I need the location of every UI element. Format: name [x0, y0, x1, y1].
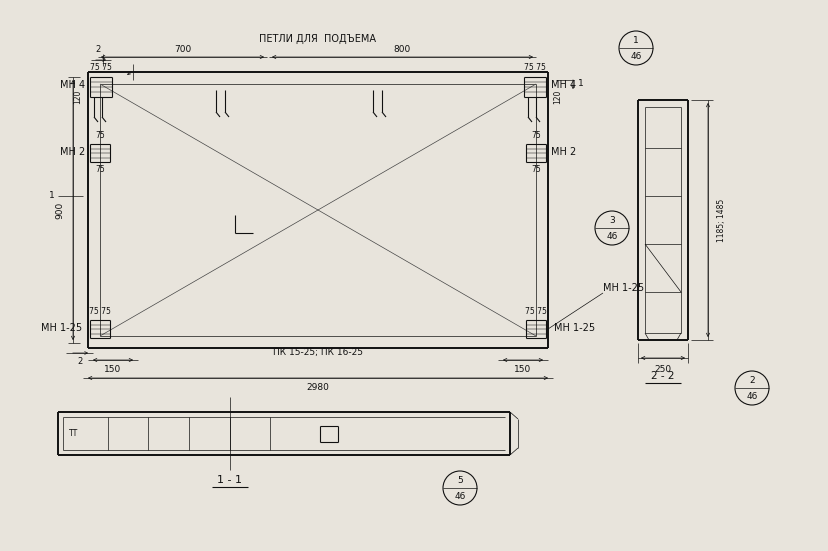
Text: 75: 75: [95, 165, 105, 175]
Text: 2: 2: [77, 358, 83, 366]
Text: МН 1-25: МН 1-25: [41, 323, 82, 333]
Text: 150: 150: [104, 365, 122, 374]
Text: ТТ: ТТ: [70, 429, 79, 438]
Text: 1185; 1485: 1185; 1485: [717, 198, 725, 242]
Text: 1: 1: [49, 192, 55, 201]
Text: МН 1-25: МН 1-25: [602, 283, 643, 293]
Text: 1: 1: [633, 36, 638, 45]
Text: МН 1-25: МН 1-25: [553, 323, 595, 333]
Text: 2: 2: [95, 46, 100, 55]
Text: 75: 75: [95, 132, 105, 141]
Text: 75: 75: [531, 132, 540, 141]
Text: 46: 46: [454, 491, 465, 501]
Text: 46: 46: [605, 231, 617, 241]
Text: 75 75: 75 75: [89, 307, 111, 316]
Text: 900: 900: [55, 201, 65, 219]
Text: 120: 120: [553, 90, 562, 104]
Text: 2 - 2: 2 - 2: [651, 371, 674, 381]
Text: 46: 46: [629, 52, 641, 61]
Text: 1 - 1: 1 - 1: [217, 475, 242, 485]
Text: МН 2: МН 2: [551, 147, 575, 157]
Text: 75: 75: [531, 165, 540, 175]
Text: 3: 3: [609, 217, 614, 225]
Text: 700: 700: [174, 45, 191, 53]
Text: 1: 1: [577, 79, 583, 89]
Text: 2980: 2980: [306, 383, 329, 392]
Text: МН 4: МН 4: [551, 80, 575, 90]
Text: 5: 5: [456, 477, 462, 485]
Text: 75 75: 75 75: [523, 63, 546, 73]
Text: 150: 150: [513, 365, 531, 374]
Text: 2: 2: [749, 376, 754, 385]
Text: ПЕТЛИ ДЛЯ  ПОДЪЕМА: ПЕТЛИ ДЛЯ ПОДЪЕМА: [259, 34, 376, 44]
Text: 250: 250: [653, 365, 671, 374]
Text: ПК 15-25; ПК 16-25: ПК 15-25; ПК 16-25: [272, 348, 363, 358]
Text: 120: 120: [74, 90, 83, 104]
Text: 75 75: 75 75: [524, 307, 546, 316]
Text: 75 75: 75 75: [90, 63, 112, 73]
Text: МН 2: МН 2: [60, 147, 85, 157]
Text: МН 4: МН 4: [60, 80, 85, 90]
Text: 46: 46: [745, 392, 757, 401]
Text: 800: 800: [393, 45, 411, 53]
